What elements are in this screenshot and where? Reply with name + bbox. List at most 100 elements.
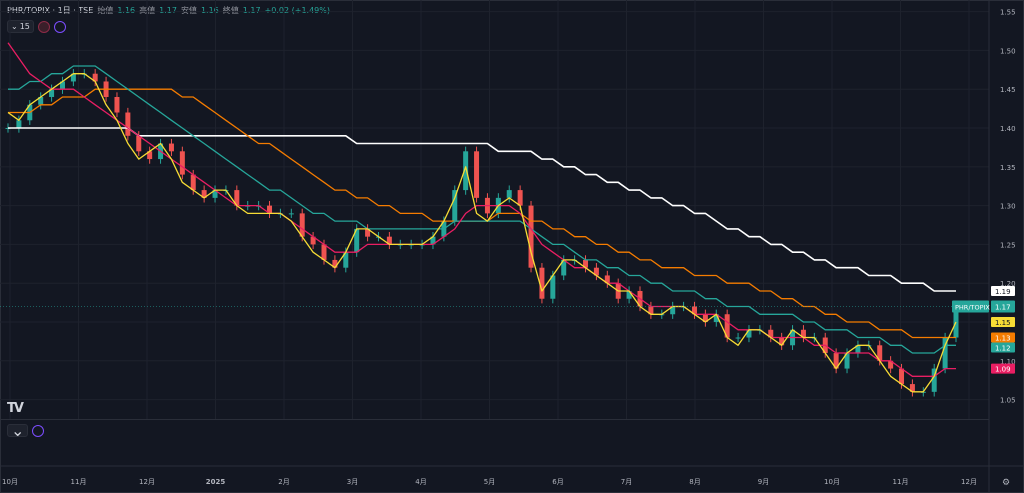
ma-badge-orange: 1.13 — [995, 335, 1011, 343]
candle-body — [539, 267, 545, 299]
low-value: 1.16 — [200, 6, 219, 15]
y-tick-label: 1.30 — [1000, 203, 1016, 211]
candle-body — [234, 190, 240, 206]
candle-body — [691, 306, 697, 315]
candle-body — [768, 329, 774, 338]
indicators-toggle-button[interactable]: ⌄ 15 — [7, 20, 34, 33]
candle-body — [779, 337, 785, 346]
open-value: 1.16 — [117, 6, 136, 15]
high-value: 1.17 — [159, 6, 177, 15]
candle-body — [114, 96, 120, 113]
candle-body — [550, 275, 556, 299]
y-tick-label: 1.50 — [1000, 47, 1016, 55]
candle-body — [365, 228, 371, 237]
candle-body — [430, 236, 436, 245]
axis-badges: PHR/TOPIX 1.17 1.19 1.15 1.13 1.12 1.09 — [952, 285, 1015, 374]
candle-body — [386, 236, 392, 245]
ma-badge-bg-orange — [991, 332, 1015, 343]
indicator-count: 15 — [19, 22, 30, 31]
candle-body — [713, 314, 719, 323]
sync-icon[interactable] — [53, 20, 66, 33]
candle-body — [299, 213, 305, 237]
candle-body — [267, 205, 273, 214]
y-tick-label: 1.35 — [1000, 164, 1016, 172]
candle-body — [59, 81, 65, 90]
symbol-price-label-text: PHR/TOPIX — [955, 303, 990, 311]
pane-collapse-button[interactable]: ⌄ — [7, 421, 29, 440]
ma-badge-bg-pink — [991, 363, 1015, 374]
candle-body — [942, 337, 948, 369]
candle-body — [877, 345, 883, 361]
y-tick-label: 1.40 — [1000, 125, 1016, 133]
x-tick-label: 7月 — [621, 478, 632, 486]
last-price-badge-bg — [991, 300, 1015, 313]
ma-line-pink — [7, 42, 956, 377]
open-label: 始値 — [97, 6, 114, 15]
ma-line-yellow — [7, 73, 957, 393]
ma-badge-white: 1.19 — [995, 288, 1011, 296]
candle-body — [354, 228, 360, 253]
candle-body — [746, 329, 752, 338]
candle-body — [38, 96, 44, 105]
alert-icon[interactable] — [37, 20, 50, 33]
pane-sync-icon[interactable] — [32, 425, 44, 437]
candle-body — [125, 112, 131, 136]
candle-body — [604, 275, 610, 284]
x-tick-label: 11月 — [893, 478, 909, 486]
ma-badge-bg-yellow — [991, 317, 1015, 328]
ma-badge-yellow: 1.15 — [995, 319, 1011, 327]
candles — [5, 69, 959, 397]
x-tick-label: 12月 — [961, 478, 977, 486]
x-tick-label: 12月 — [139, 478, 155, 486]
candle-body — [343, 252, 349, 268]
candle-body — [931, 368, 937, 392]
y-tick-label: 1.45 — [1000, 86, 1016, 94]
price-axis[interactable]: 1.55 1.50 1.45 1.40 1.35 1.30 1.25 1.20 1.15 1.10… — [988, 0, 1016, 493]
candle-body — [528, 205, 534, 268]
candle-body — [724, 314, 730, 338]
last-price-badge: 1.17 — [995, 303, 1011, 311]
x-tick-label: 4月 — [415, 478, 426, 486]
symbol-price-label: PHR/TOPIX 1.17 — [952, 300, 1015, 313]
candle-body — [452, 190, 458, 222]
candle-body — [147, 151, 153, 160]
candle-body — [506, 190, 512, 198]
change-value: +0.02 (+1.49%) — [264, 6, 330, 15]
close-label: 終値 — [222, 6, 239, 15]
chevron-down-icon: ⌄ — [11, 22, 18, 31]
settings-gear-icon[interactable]: ⚙ — [1002, 478, 1010, 488]
x-tick-label: 2025 — [206, 478, 226, 486]
moving-averages — [0, 42, 989, 393]
x-tick-label: 8月 — [689, 478, 700, 486]
time-axis[interactable]: 10月 11月 12月 2025 2月 3月 4月 5月 6月 7月 8月 9月 10月 11月 12月 ⚙ — [0, 465, 1024, 488]
candle-body — [49, 89, 55, 97]
candle-body — [844, 353, 850, 369]
ma-line-orange — [8, 88, 956, 339]
candle-body — [212, 190, 218, 198]
candle-body — [92, 73, 98, 82]
candle-body — [800, 329, 806, 338]
candle-body — [332, 259, 338, 268]
x-tick-label: 9月 — [758, 478, 769, 486]
candle-body — [136, 135, 142, 152]
candle-body — [670, 306, 676, 315]
candle-body — [168, 143, 174, 152]
candle-body — [201, 190, 207, 198]
candle-body — [735, 337, 741, 339]
candle-body — [561, 259, 567, 276]
candle-body — [583, 259, 589, 268]
x-tick-label: 11月 — [71, 478, 87, 486]
grid — [0, 0, 989, 419]
chevron-down-icon: ⌄ — [11, 421, 25, 440]
y-tick-label: 1.10 — [1000, 358, 1016, 366]
x-tick-label: 2月 — [278, 478, 289, 486]
symbol-title[interactable]: PHR/TOPIX · 1日 · TSE — [7, 6, 94, 15]
candle-body — [179, 151, 185, 175]
candle-body — [626, 290, 632, 299]
y-tick-label: 1.25 — [1000, 241, 1016, 249]
ma-line-teal — [8, 65, 956, 354]
candle-body — [321, 244, 327, 260]
y-tick-label: 1.05 — [1000, 397, 1016, 405]
